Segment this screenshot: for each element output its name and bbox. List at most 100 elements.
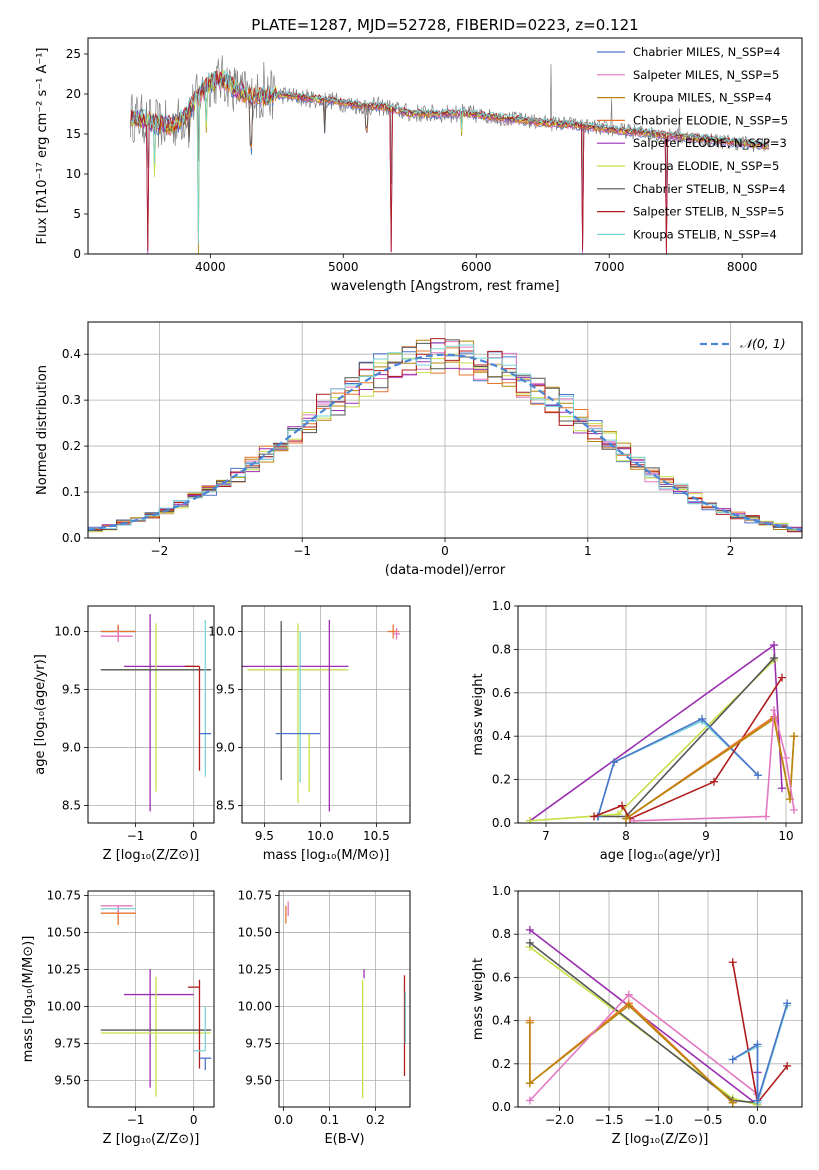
plus-marker — [624, 990, 633, 999]
x-tick-label: −0.5 — [693, 1113, 722, 1127]
plus-marker — [630, 816, 638, 823]
plus-marker — [753, 1040, 762, 1049]
axes-frame — [87, 37, 803, 255]
plus-marker — [783, 1061, 792, 1070]
plus-marker — [754, 771, 762, 780]
spectrum-panel: 4000 5000 6000 7000 8000 0 5 10 15 20 25 wavelength… — [35, 37, 803, 294]
plus-marker — [525, 1018, 534, 1027]
x-tick-label: 0 — [190, 1113, 198, 1127]
plus-marker — [610, 758, 618, 767]
legend-entry: Kroupa STELIB, N_SSP=4 — [633, 227, 777, 241]
age_vs_mass-panel: 9.5 10.0 10.5 8.5 9.0 9.5 10.0 mass [log₁₀(M/M⊙… — [208, 605, 411, 863]
y-tick-label: 10 — [66, 167, 81, 181]
y-tick-label: 0.4 — [492, 1014, 511, 1028]
plus-marker — [790, 805, 798, 814]
y-axis-label: mass weight — [471, 958, 486, 1040]
spectrum-lines — [130, 55, 770, 254]
age_vs_z-crosses — [100, 614, 212, 812]
y-tick-label: 8.5 — [62, 799, 81, 813]
massweight_vs_z-lines — [525, 925, 792, 1107]
y-tick-label: 9.75 — [245, 1036, 272, 1050]
plus-marker — [525, 1096, 534, 1105]
plus-marker — [622, 814, 630, 823]
x-tick-label: 5000 — [328, 260, 359, 274]
legend-entry: Salpeter MILES, N_SSP=5 — [633, 68, 779, 82]
plus-marker — [783, 999, 792, 1008]
y-tick-label: 10.75 — [238, 888, 272, 902]
axes-frame — [87, 321, 803, 539]
error-cross — [100, 630, 133, 642]
x-axis-label: Z [log₁₀(Z/Z⊙)] — [103, 1132, 200, 1147]
plus-marker — [590, 812, 598, 821]
y-tick-label: 0 — [73, 247, 81, 261]
y-tick-label: 10.25 — [47, 962, 81, 976]
axes-frame — [517, 605, 803, 824]
plus-marker — [753, 1096, 762, 1105]
y-tick-label: 9.5 — [216, 683, 235, 697]
x-tick-label: 10 — [778, 829, 793, 843]
mass_vs_z-panel: −1 0 9.50 9.75 10.00 10.25 10.50 10.75 Z [log₁₀(… — [21, 888, 215, 1147]
x-tick-label: 10.0 — [307, 829, 334, 843]
x-axis-label: wavelength [Angstrom, rest frame] — [331, 279, 560, 294]
weight-line-kroupa_miles — [625, 717, 795, 820]
x-tick-label: 1 — [584, 544, 592, 558]
y-tick-label: 9.0 — [216, 741, 235, 755]
y-tick-label: 10.50 — [238, 925, 272, 939]
axes-frame — [241, 605, 411, 824]
x-tick-label: 9.5 — [255, 829, 274, 843]
x-tick-label: 0 — [190, 829, 198, 843]
massweight_vs_age-panel: 7 8 9 10 0.0 0.2 0.4 0.6 0.8 1.0 age [log₁₀(age/yr… — [471, 599, 803, 863]
x-tick-label: 8 — [622, 829, 630, 843]
massweight_vs_age-lines — [526, 641, 798, 823]
x-axis-label: (data-model)/error — [385, 563, 506, 578]
y-tick-label: 0.8 — [492, 642, 511, 656]
figure-title: PLATE=1287, MJD=52728, FIBERID=0223, z=0… — [251, 16, 638, 34]
y-tick-label: 1.0 — [492, 599, 511, 613]
error-cross — [393, 628, 400, 640]
legend-entry: Chabrier MILES, N_SSP=4 — [633, 45, 780, 59]
histogram-steps — [88, 338, 802, 533]
x-tick-label: 0 — [441, 544, 449, 558]
plus-marker — [790, 732, 798, 741]
error-cross — [199, 1057, 212, 1071]
y-tick-label: 10.00 — [47, 999, 81, 1013]
x-axis-label: E(B-V) — [324, 1132, 364, 1147]
x-axis-label: Z [log₁₀(Z/Z⊙)] — [612, 1132, 709, 1147]
plus-marker — [525, 925, 534, 934]
histogram-kroupa_stelib — [88, 344, 802, 530]
y-axis-label: mass [log₁₀(M/M⊙)] — [21, 936, 36, 1063]
y-tick-label: 0.3 — [62, 393, 81, 407]
y-tick-label: 0.4 — [492, 729, 511, 743]
y-tick-label: 0.0 — [492, 816, 511, 830]
y-tick-label: 10.0 — [54, 625, 81, 639]
plus-marker — [710, 777, 718, 786]
y-tick-label: 15 — [66, 127, 81, 141]
y-tick-label: 25 — [66, 47, 81, 61]
x-tick-label: −2.0 — [545, 1113, 574, 1127]
y-tick-label: 0.4 — [62, 347, 81, 361]
y-tick-label: 5 — [73, 207, 81, 221]
legend-entry: Salpeter ELODIE, N_SSP=3 — [633, 136, 787, 150]
plus-marker — [624, 1001, 633, 1010]
histogram-salpeter_stelib — [88, 338, 802, 533]
x-tick-label: 0.1 — [320, 1113, 339, 1127]
y-tick-label: 1.0 — [492, 884, 511, 898]
y-tick-label: 0.1 — [62, 485, 81, 499]
y-tick-label: 0.6 — [492, 686, 511, 700]
legend-entry: Salpeter STELIB, N_SSP=5 — [633, 205, 784, 219]
weight-line-chabrier_miles — [732, 1003, 788, 1101]
plus-marker — [770, 654, 778, 663]
plus-marker — [698, 714, 706, 723]
x-tick-label: 7000 — [594, 260, 625, 274]
age_vs_z-panel: −1 0 8.5 9.0 9.5 10.0 Z [log₁₀(Z/Z⊙)] age [log₁… — [33, 605, 215, 863]
y-axis-label: age [log₁₀(age/yr)] — [33, 654, 48, 775]
x-tick-label: −1 — [293, 544, 311, 558]
x-tick-label: 6000 — [461, 260, 492, 274]
massweight_vs_z-panel: −2.0 −1.5 −1.0 −0.5 0.0 0.0 0.2 0.4 0.6 0.8 1.0 Z [… — [471, 884, 803, 1147]
normal-curve — [88, 353, 802, 531]
plus-marker — [770, 706, 778, 715]
y-tick-label: 10.00 — [238, 999, 272, 1013]
axes-frame — [87, 605, 215, 824]
plus-marker — [525, 1079, 534, 1088]
